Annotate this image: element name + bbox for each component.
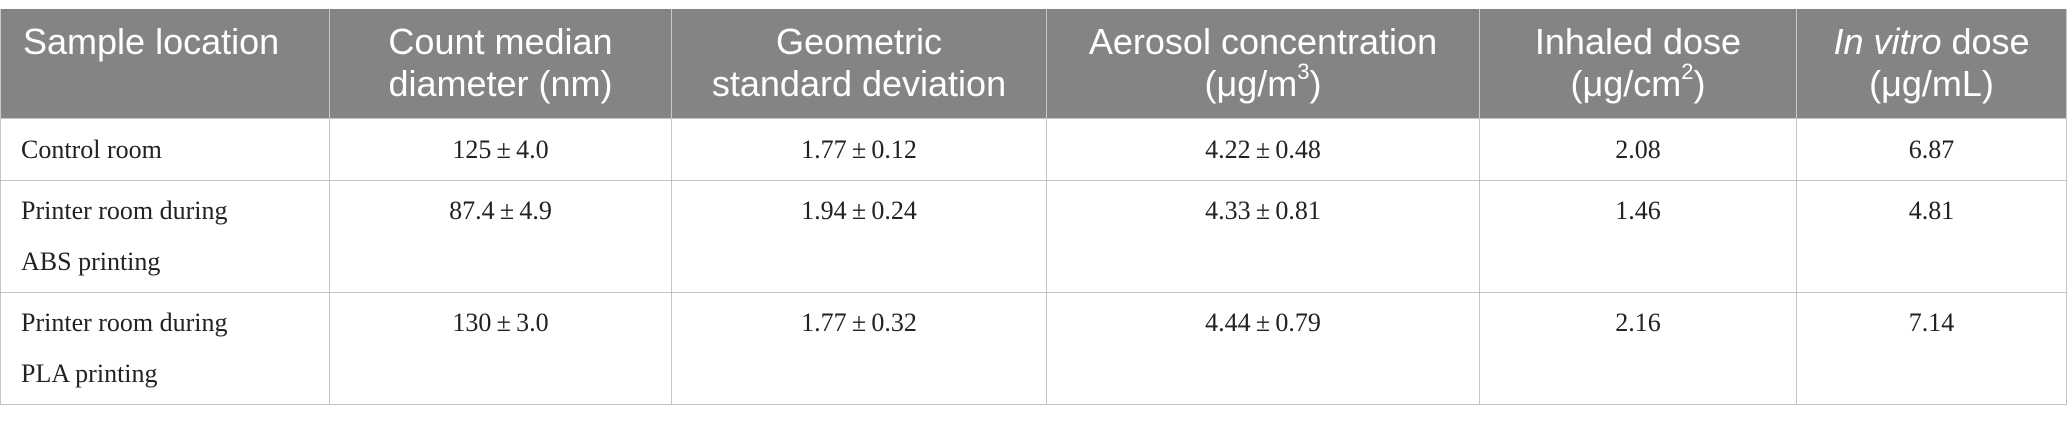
table-row: Printer room during ABS printing 87.4 ± … [0, 179, 2067, 293]
cell-location-line1: Control room [21, 134, 162, 164]
header-gsd-line1: Geometric [775, 21, 943, 63]
cell-geometric-std-dev: 1.77 ± 0.32 [671, 291, 1047, 405]
header-aerosol-unit-base: (μg/m [1204, 63, 1298, 105]
cell-aerosol-concentration: 4.22 ± 0.48 [1046, 117, 1480, 181]
header-in-vitro-dose: In vitro dose (μg/mL) [1796, 9, 2067, 118]
header-invitro-unit: (μg/mL) [1869, 63, 1994, 105]
data-table: Sample location Count median diameter (n… [0, 9, 2067, 405]
cell-location-line1: Printer room during [21, 307, 228, 337]
header-geometric-std-dev: Geometric standard deviation [671, 9, 1047, 118]
cell-location-line2: ABS printing [21, 246, 161, 276]
table-row: Control room 125 ± 4.0 1.77 ± 0.12 4.22 … [0, 117, 2067, 181]
header-gsd-line2: standard deviation [711, 63, 1007, 105]
cell-location-line1: Printer room during [21, 195, 228, 225]
cell-in-vitro-dose: 7.14 [1796, 291, 2067, 405]
header-invitro-rest: dose [1941, 21, 2030, 63]
cell-in-vitro-dose: 6.87 [1796, 117, 2067, 181]
cell-location: Printer room during ABS printing [0, 179, 330, 293]
header-aerosol-concentration: Aerosol concentration (μg/m3) [1046, 9, 1480, 118]
cell-aerosol-concentration: 4.44 ± 0.79 [1046, 291, 1480, 405]
header-inhaled-unit-sup: 2 [1681, 59, 1694, 85]
cell-aerosol-concentration: 4.33 ± 0.81 [1046, 179, 1480, 293]
table-body: Control room 125 ± 4.0 1.77 ± 0.12 4.22 … [0, 117, 2067, 405]
header-inhaled-unit-base: (μg/cm [1570, 63, 1682, 105]
header-inhaled-line1: Inhaled dose [1534, 21, 1742, 63]
header-aerosol-unit-sup: 3 [1297, 59, 1310, 85]
cell-in-vitro-dose: 4.81 [1796, 179, 2067, 293]
header-aerosol-line1: Aerosol concentration [1088, 21, 1438, 63]
table-row: Printer room during PLA printing 130 ± 3… [0, 291, 2067, 405]
header-invitro-italic: In vitro [1833, 21, 1942, 63]
cell-count-median-diameter: 130 ± 3.0 [329, 291, 672, 405]
cell-location: Printer room during PLA printing [0, 291, 330, 405]
data-table-container: Sample location Count median diameter (n… [0, 9, 2067, 405]
header-aerosol-unit-end: ) [1309, 63, 1322, 105]
header-sample-location-label: Sample location [23, 21, 280, 62]
cell-count-median-diameter: 125 ± 4.0 [329, 117, 672, 181]
header-inhaled-dose: Inhaled dose (μg/cm2) [1479, 9, 1797, 118]
cell-geometric-std-dev: 1.94 ± 0.24 [671, 179, 1047, 293]
cell-inhaled-dose: 1.46 [1479, 179, 1797, 293]
header-inhaled-unit-end: ) [1693, 63, 1706, 105]
header-row: Sample location Count median diameter (n… [0, 9, 2067, 118]
header-cmd-line2: diameter (nm) [388, 63, 613, 105]
cell-location-line2: PLA printing [21, 358, 158, 388]
table-header: Sample location Count median diameter (n… [0, 9, 2067, 118]
header-cmd-line1: Count median [388, 21, 613, 63]
cell-geometric-std-dev: 1.77 ± 0.12 [671, 117, 1047, 181]
cell-count-median-diameter: 87.4 ± 4.9 [329, 179, 672, 293]
header-count-median-diameter: Count median diameter (nm) [329, 9, 672, 118]
cell-inhaled-dose: 2.16 [1479, 291, 1797, 405]
header-sample-location: Sample location [0, 9, 330, 118]
cell-inhaled-dose: 2.08 [1479, 117, 1797, 181]
cell-location: Control room [0, 117, 330, 181]
